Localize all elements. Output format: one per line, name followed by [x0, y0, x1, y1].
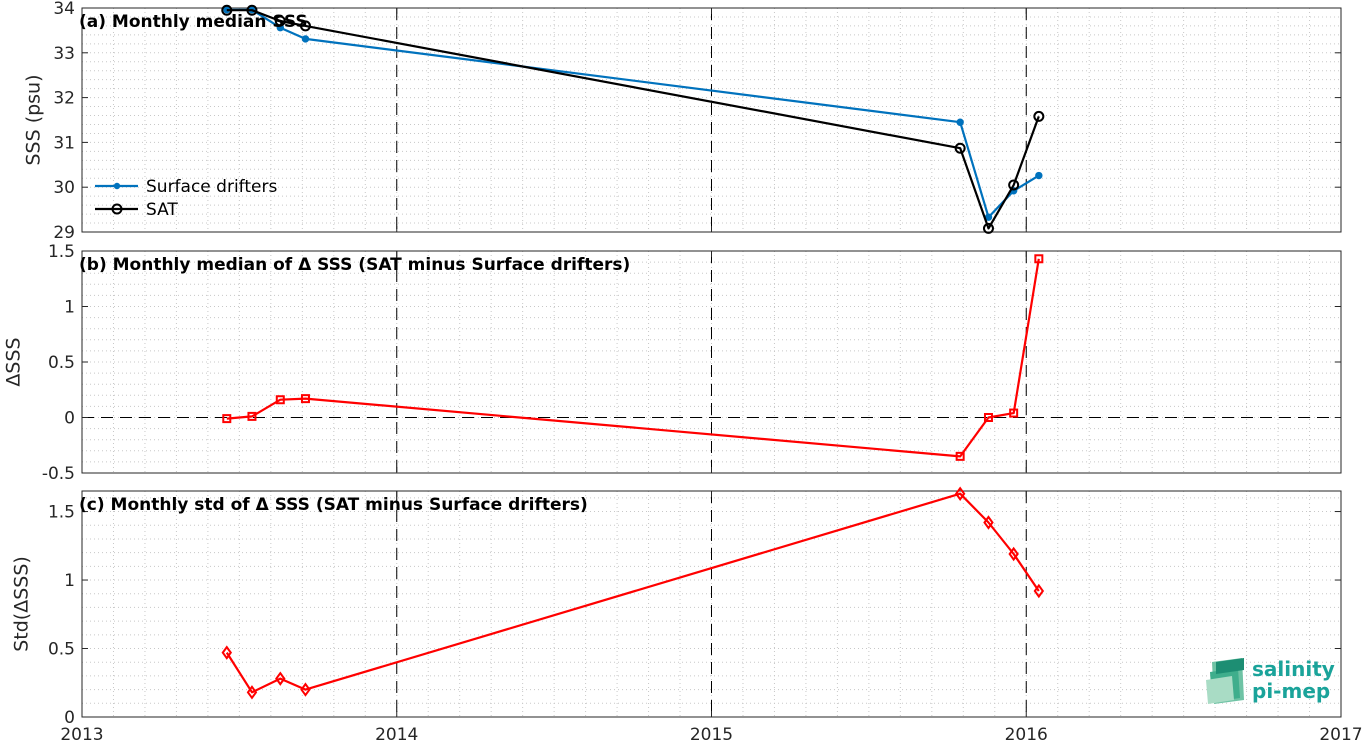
x-tick-labels: 2013 2014 2015 2016 2017 — [60, 725, 1362, 745]
y-tick-label: 1.5 — [48, 503, 75, 523]
data-point — [222, 414, 232, 424]
data-point — [954, 142, 966, 154]
y-axis-label: Std(ΔSSS) — [11, 556, 33, 652]
data-point — [274, 15, 286, 27]
panel-title: (b) Monthly median of Δ SSS (SAT minus S… — [79, 255, 630, 275]
y-tick-label: 31 — [53, 133, 75, 153]
data-point — [983, 413, 993, 422]
y-tick-label: 0 — [64, 708, 75, 728]
y-tick-label: 30 — [53, 178, 75, 198]
panel-title: (a) Monthly median SSS — [79, 12, 308, 32]
data-point — [275, 671, 286, 686]
legend-label: Surface drifters — [146, 177, 277, 197]
y-tick-label: 1 — [64, 298, 75, 318]
y-tick-label: 0.5 — [48, 640, 75, 660]
panel-b: -0.5 0 0.5 1 1.5 ΔSSS (b) Monthly median of Δ … — [3, 242, 1342, 484]
data-point — [954, 486, 966, 501]
data-point — [982, 222, 994, 234]
series-delta — [221, 486, 1045, 700]
logo-text-line1: salinity — [1252, 657, 1335, 681]
y-tick-label: 1.5 — [48, 242, 75, 262]
panel-a: 29 30 31 32 33 34 SSS (psu) (a) Monthly median … — [23, 0, 1342, 243]
y-axis-label: SSS (psu) — [23, 74, 45, 165]
x-tick-label: 2013 — [60, 725, 103, 745]
data-point — [300, 394, 310, 404]
data-point — [1035, 171, 1043, 180]
legend: Surface drifters SAT — [95, 177, 277, 220]
y-tick-label: 33 — [53, 44, 75, 64]
data-point — [275, 395, 285, 405]
data-point — [300, 682, 311, 697]
panels: 29 30 31 32 33 34 SSS (psu) (a) Monthly median … — [3, 0, 1342, 728]
y-tick-label: 1 — [64, 571, 75, 591]
data-point — [1033, 110, 1045, 122]
y-tick-label: 0 — [64, 409, 75, 429]
y-axis-label: ΔSSS — [3, 337, 25, 386]
data-point — [983, 515, 994, 530]
legend-label: SAT — [146, 200, 178, 220]
data-point — [1008, 179, 1020, 191]
x-tick-label: 2016 — [1005, 725, 1048, 745]
data-point — [955, 451, 965, 461]
data-point — [1033, 583, 1045, 599]
data-point — [1009, 408, 1019, 418]
x-tick-label: 2015 — [690, 725, 733, 745]
data-point — [246, 685, 258, 700]
series-line — [225, 492, 1040, 694]
y-tick-label: 32 — [53, 89, 75, 109]
y-tick-label: -0.5 — [42, 464, 75, 484]
data-point — [221, 4, 233, 16]
data-point — [247, 411, 257, 421]
y-tick-label: 0.5 — [48, 353, 75, 373]
x-tick-label: 2014 — [375, 725, 418, 745]
panel-title: (c) Monthly std of Δ SSS (SAT minus Surf… — [79, 495, 588, 515]
data-point — [301, 35, 310, 43]
salinity-pimep-logo: salinity pi-mep — [1206, 657, 1335, 704]
data-point — [1034, 254, 1044, 264]
series-sat — [221, 4, 1045, 234]
legend-marker — [113, 182, 121, 190]
data-point — [221, 645, 233, 660]
legend-marker — [111, 203, 123, 215]
data-point — [1008, 546, 1019, 562]
grid — [81, 250, 1342, 474]
data-point — [956, 118, 964, 126]
logo-text-line2: pi-mep — [1252, 679, 1330, 703]
series-delta — [222, 254, 1044, 461]
logo-icon — [1206, 658, 1244, 704]
panel-c: 0 0.5 1 1.5 Std(ΔSSS) (c) Monthly std of Δ SS… — [11, 486, 1342, 728]
y-tick-label: 29 — [53, 223, 75, 243]
x-tick-label: 2017 — [1319, 725, 1362, 745]
data-point — [299, 20, 311, 32]
data-point — [246, 4, 258, 16]
y-tick-label: 34 — [53, 0, 75, 19]
